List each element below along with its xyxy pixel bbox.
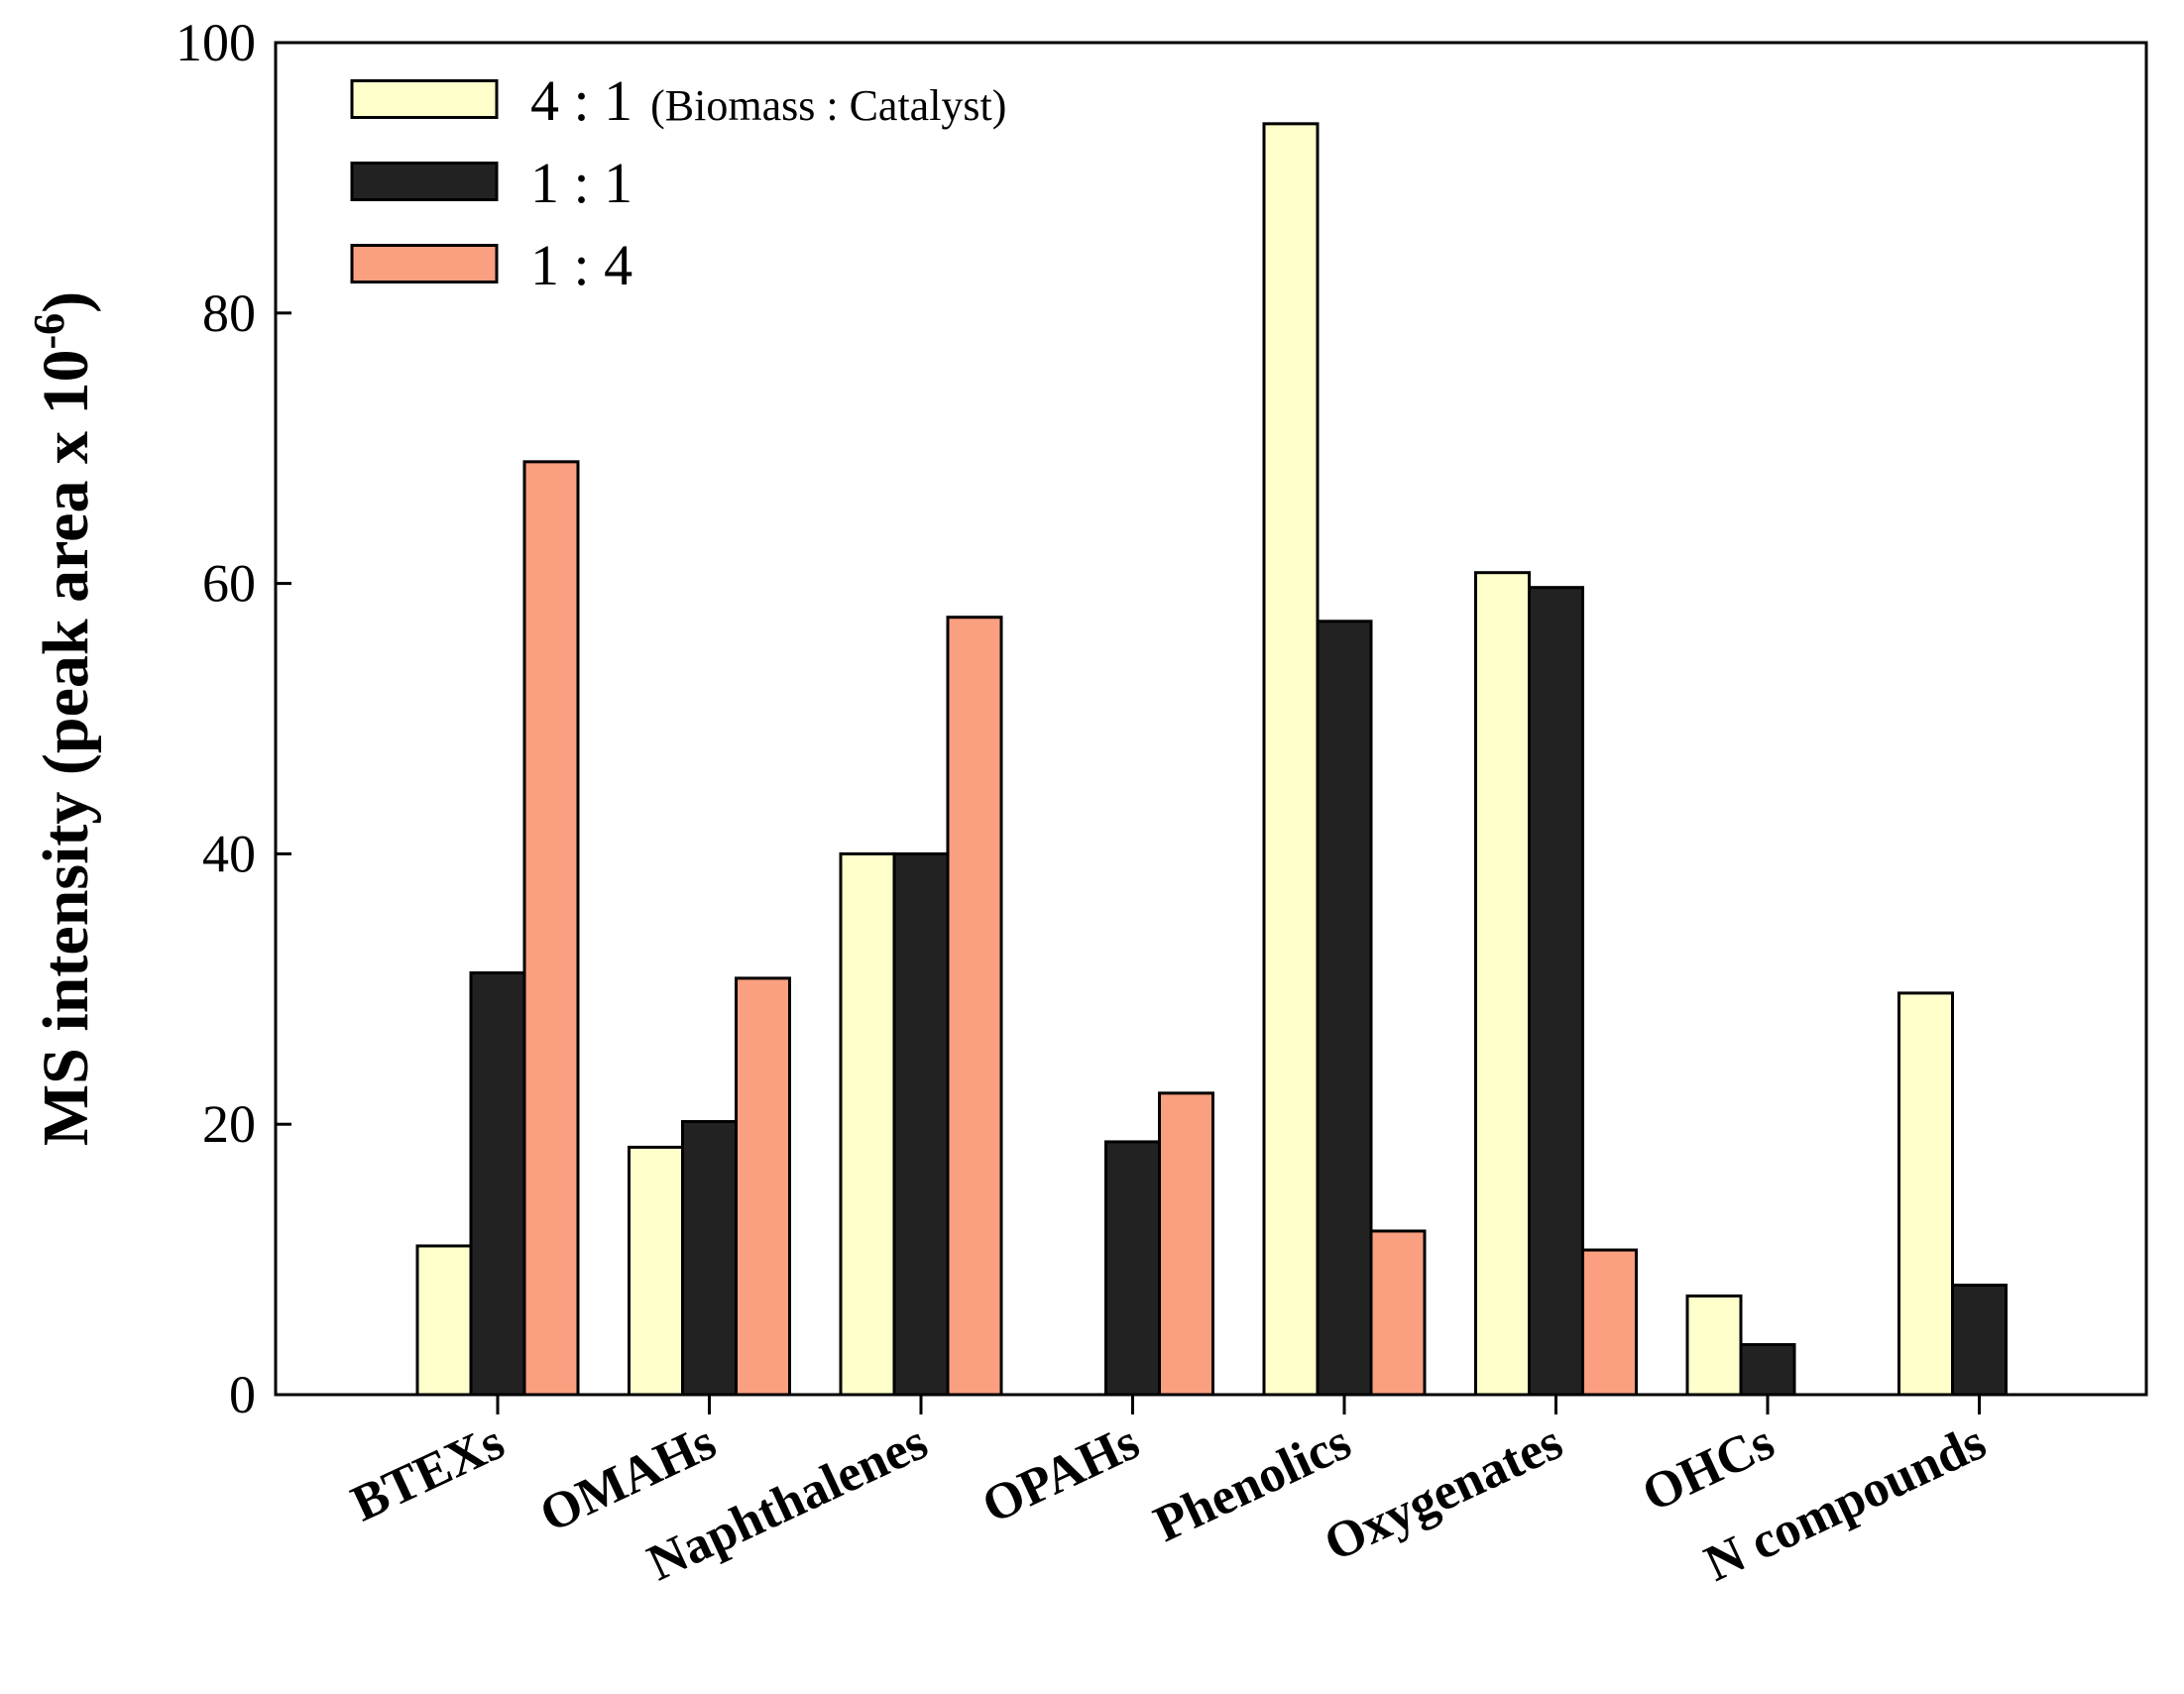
bar-ohcs-series-1 [1685, 1294, 1743, 1397]
y-axis-title-suffix: ) [30, 291, 102, 313]
bar-n-compounds-series-1 [1897, 991, 1954, 1397]
legend-label-series-1: 4 : 1 (Biomass : Catalyst) [530, 68, 1006, 133]
legend-label-text: 1 : 1 [530, 151, 632, 215]
bar-opahs-series-2 [1104, 1140, 1161, 1397]
y-tick-label-60: 60 [202, 554, 256, 614]
bar-n-compounds-series-2 [1951, 1284, 2008, 1397]
y-tick-label-80: 80 [202, 283, 256, 343]
bar-phenolics-series-1 [1262, 122, 1320, 1397]
bar-omahs-series-3 [735, 976, 791, 1397]
bar-phenolics-series-3 [1369, 1229, 1427, 1397]
x-tick-label-btexs: BTEXs [343, 1413, 513, 1532]
bar-btexs-series-1 [415, 1244, 473, 1397]
y-tick-label-40: 40 [202, 824, 256, 883]
bar-btexs-series-2 [469, 970, 526, 1397]
bar-omahs-series-1 [628, 1145, 684, 1397]
y-axis-title-exponent: -6 [25, 313, 73, 350]
bar-omahs-series-2 [681, 1119, 738, 1397]
bar-opahs-series-3 [1158, 1091, 1214, 1397]
bar-ohcs-series-2 [1739, 1343, 1796, 1397]
bar-oxygenates-series-2 [1528, 586, 1584, 1397]
bar-naphthalenes-series-3 [946, 616, 1003, 1397]
y-tick-label-0: 0 [229, 1365, 256, 1424]
legend-swatch-series-2 [350, 162, 499, 201]
bar-naphthalenes-series-1 [839, 851, 896, 1397]
y-tick-label-20: 20 [202, 1094, 256, 1154]
y-tick-label-100: 100 [175, 13, 256, 72]
legend-label-note: (Biomass : Catalyst) [650, 81, 1006, 130]
legend-swatch-series-3 [350, 244, 499, 283]
legend-label-text: 4 : 1 [530, 68, 632, 133]
y-axis-title: MS intensity (peak area x 10-6) [25, 291, 102, 1146]
legend-label-series-3: 1 : 4 [530, 233, 632, 297]
bar-naphthalenes-series-2 [892, 851, 950, 1397]
bar-phenolics-series-2 [1316, 620, 1373, 1397]
bar-oxygenates-series-1 [1474, 571, 1531, 1397]
x-tick-label-opahs: OPAHs [974, 1413, 1147, 1534]
bar-oxygenates-series-3 [1581, 1248, 1638, 1397]
bar-btexs-series-3 [522, 460, 580, 1397]
legend-label-series-2: 1 : 1 [530, 151, 632, 215]
x-tick-label-oxygenates: Oxygenates [1316, 1413, 1570, 1572]
legend-swatch-series-1 [350, 79, 499, 119]
x-tick-label-ohcs: OHCs [1634, 1413, 1782, 1523]
legend-label-text: 1 : 4 [530, 233, 632, 297]
y-axis-title-main: MS intensity (peak area x 10 [30, 350, 102, 1147]
plot-frame [274, 41, 2148, 1397]
